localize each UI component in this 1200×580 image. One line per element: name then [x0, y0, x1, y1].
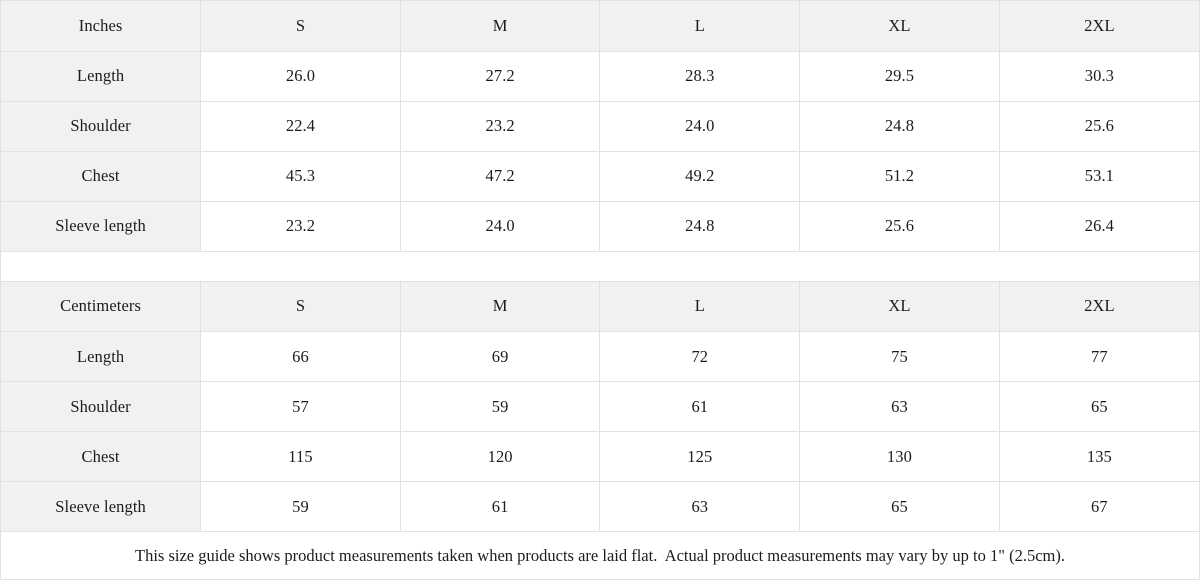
- value-cell: 26.4: [999, 201, 1199, 252]
- size-header-cell: 2XL: [999, 281, 1199, 332]
- size-header-cell: S: [200, 1, 401, 52]
- table-row: Length 26.0 27.2 28.3 29.5 30.3: [1, 51, 1199, 102]
- value-cell: 66: [200, 331, 401, 382]
- value-cell: 51.2: [799, 151, 1000, 202]
- value-cell: 26.0: [200, 51, 401, 102]
- size-guide-footnote: This size guide shows product measuremen…: [1, 532, 1199, 579]
- value-cell: 61: [599, 381, 801, 432]
- size-header-cell: L: [599, 281, 801, 332]
- value-cell: 30.3: [999, 51, 1199, 102]
- value-cell: 65: [999, 381, 1199, 432]
- size-header-cell: XL: [799, 1, 1000, 52]
- value-cell: 24.0: [599, 101, 801, 152]
- table-row: Sleeve length 23.2 24.0 24.8 25.6 26.4: [1, 201, 1199, 252]
- value-cell: 65: [799, 481, 1000, 532]
- value-cell: 57: [200, 381, 401, 432]
- value-cell: 23.2: [400, 101, 601, 152]
- value-cell: 47.2: [400, 151, 601, 202]
- value-cell: 115: [200, 431, 401, 482]
- value-cell: 25.6: [799, 201, 1000, 252]
- value-cell: 27.2: [400, 51, 601, 102]
- table-row: Shoulder 22.4 23.2 24.0 24.8 25.6: [1, 101, 1199, 152]
- table-spacer: [1, 251, 1199, 282]
- size-header-cell: S: [200, 281, 401, 332]
- row-label-cell: Chest: [1, 431, 202, 482]
- table-row: Chest 45.3 47.2 49.2 51.2 53.1: [1, 151, 1199, 202]
- value-cell: 120: [400, 431, 601, 482]
- value-cell: 59: [200, 481, 401, 532]
- centimeters-header-row: Centimeters S M L XL 2XL: [1, 281, 1199, 332]
- row-label-cell: Shoulder: [1, 101, 202, 152]
- size-header-cell: M: [400, 281, 601, 332]
- value-cell: 130: [799, 431, 1000, 482]
- value-cell: 63: [599, 481, 801, 532]
- table-row: Shoulder 57 59 61 63 65: [1, 381, 1199, 432]
- row-label-cell: Length: [1, 331, 202, 382]
- size-header-cell: 2XL: [999, 1, 1199, 52]
- centimeters-table: Centimeters S M L XL 2XL Length 66 69 72…: [1, 281, 1199, 532]
- value-cell: 29.5: [799, 51, 1000, 102]
- row-label-cell: Sleeve length: [1, 201, 202, 252]
- row-label-cell: Sleeve length: [1, 481, 202, 532]
- value-cell: 22.4: [200, 101, 401, 152]
- unit-header-cell: Centimeters: [1, 281, 202, 332]
- value-cell: 77: [999, 331, 1199, 382]
- row-label-cell: Length: [1, 51, 202, 102]
- value-cell: 24.0: [400, 201, 601, 252]
- value-cell: 53.1: [999, 151, 1199, 202]
- size-header-cell: L: [599, 1, 801, 52]
- value-cell: 63: [799, 381, 1000, 432]
- value-cell: 75: [799, 331, 1000, 382]
- unit-header-cell: Inches: [1, 1, 202, 52]
- value-cell: 45.3: [200, 151, 401, 202]
- row-label-cell: Shoulder: [1, 381, 202, 432]
- value-cell: 67: [999, 481, 1199, 532]
- value-cell: 135: [999, 431, 1199, 482]
- value-cell: 59: [400, 381, 601, 432]
- value-cell: 24.8: [599, 201, 801, 252]
- table-row: Chest 115 120 125 130 135: [1, 431, 1199, 482]
- value-cell: 61: [400, 481, 601, 532]
- inches-table: Inches S M L XL 2XL Length 26.0 27.2 28.…: [1, 1, 1199, 252]
- table-row: Sleeve length 59 61 63 65 67: [1, 481, 1199, 532]
- value-cell: 69: [400, 331, 601, 382]
- table-row: Length 66 69 72 75 77: [1, 331, 1199, 382]
- value-cell: 25.6: [999, 101, 1199, 152]
- size-header-cell: XL: [799, 281, 1000, 332]
- row-label-cell: Chest: [1, 151, 202, 202]
- size-header-cell: M: [400, 1, 601, 52]
- value-cell: 28.3: [599, 51, 801, 102]
- value-cell: 125: [599, 431, 801, 482]
- inches-header-row: Inches S M L XL 2XL: [1, 1, 1199, 52]
- value-cell: 23.2: [200, 201, 401, 252]
- value-cell: 24.8: [799, 101, 1000, 152]
- value-cell: 49.2: [599, 151, 801, 202]
- value-cell: 72: [599, 331, 801, 382]
